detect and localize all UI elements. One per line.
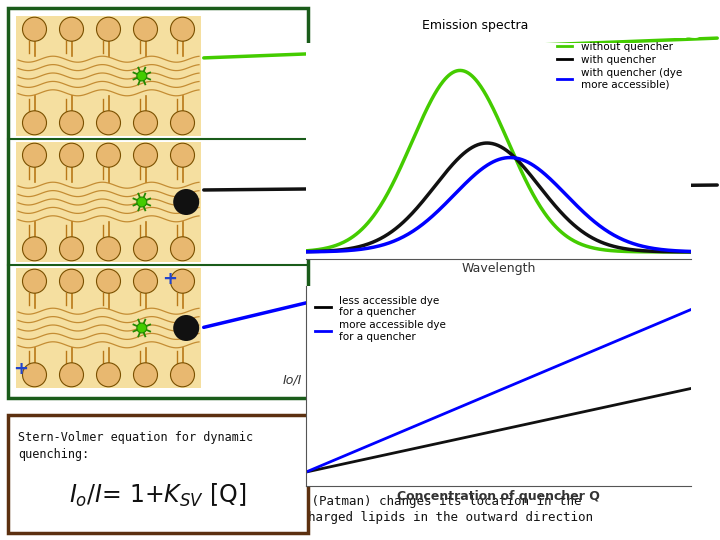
Circle shape: [96, 143, 120, 167]
Text: Emission spectra: Emission spectra: [421, 19, 528, 32]
Circle shape: [96, 111, 120, 135]
Circle shape: [171, 363, 194, 387]
Circle shape: [171, 143, 194, 167]
Circle shape: [60, 363, 84, 387]
Circle shape: [22, 237, 47, 261]
Circle shape: [133, 237, 158, 261]
Circle shape: [96, 363, 120, 387]
Circle shape: [22, 363, 47, 387]
Circle shape: [133, 363, 158, 387]
Circle shape: [133, 143, 158, 167]
Legend: without quencher, with quencher, with quencher (dye
more accessible): without quencher, with quencher, with qu…: [552, 38, 686, 94]
Bar: [8, 8, 308, 398]
Circle shape: [22, 269, 47, 293]
Circle shape: [137, 323, 147, 333]
Circle shape: [137, 197, 147, 207]
Circle shape: [96, 237, 120, 261]
X-axis label: Concentration of quencher Q: Concentration of quencher Q: [397, 490, 600, 503]
Text: quenching:: quenching:: [18, 448, 89, 461]
Circle shape: [60, 111, 84, 135]
Circle shape: [22, 17, 47, 41]
Circle shape: [96, 17, 120, 41]
Circle shape: [60, 143, 84, 167]
Bar: [16, 16, 201, 136]
Circle shape: [60, 237, 84, 261]
Bar: [16, 142, 201, 262]
Circle shape: [22, 111, 47, 135]
Text: +: +: [162, 270, 177, 288]
Circle shape: [60, 269, 84, 293]
Circle shape: [133, 17, 158, 41]
Circle shape: [96, 269, 120, 293]
Circle shape: [133, 111, 158, 135]
Bar: [16, 268, 201, 388]
Legend: less accessible dye
for a quencher, more accessible dye
for a quencher: less accessible dye for a quencher, more…: [311, 292, 451, 346]
Text: Positively charged dye (Patman) changes its location in the: Positively charged dye (Patman) changes …: [139, 495, 581, 508]
Text: presence of positively charged lipids in the outward direction: presence of positively charged lipids in…: [127, 511, 593, 524]
X-axis label: Wavelength: Wavelength: [462, 262, 536, 275]
Circle shape: [174, 315, 199, 341]
Circle shape: [22, 143, 47, 167]
Text: $\mathit{I_o}$/$\mathit{I}$= 1+$\mathit{K}_{SV}$ [Q]: $\mathit{I_o}$/$\mathit{I}$= 1+$\mathit{…: [69, 481, 247, 509]
Bar: [8, 415, 308, 533]
Circle shape: [60, 17, 84, 41]
Circle shape: [133, 269, 158, 293]
Circle shape: [171, 269, 194, 293]
Text: Stern-Volmer equation for dynamic: Stern-Volmer equation for dynamic: [18, 431, 253, 444]
Text: E3: E3: [672, 19, 703, 43]
Circle shape: [171, 237, 194, 261]
Circle shape: [137, 71, 147, 81]
Circle shape: [171, 111, 194, 135]
Circle shape: [174, 189, 199, 215]
Text: +: +: [14, 360, 29, 378]
Y-axis label: Io/I: Io/I: [282, 373, 302, 386]
Circle shape: [171, 17, 194, 41]
